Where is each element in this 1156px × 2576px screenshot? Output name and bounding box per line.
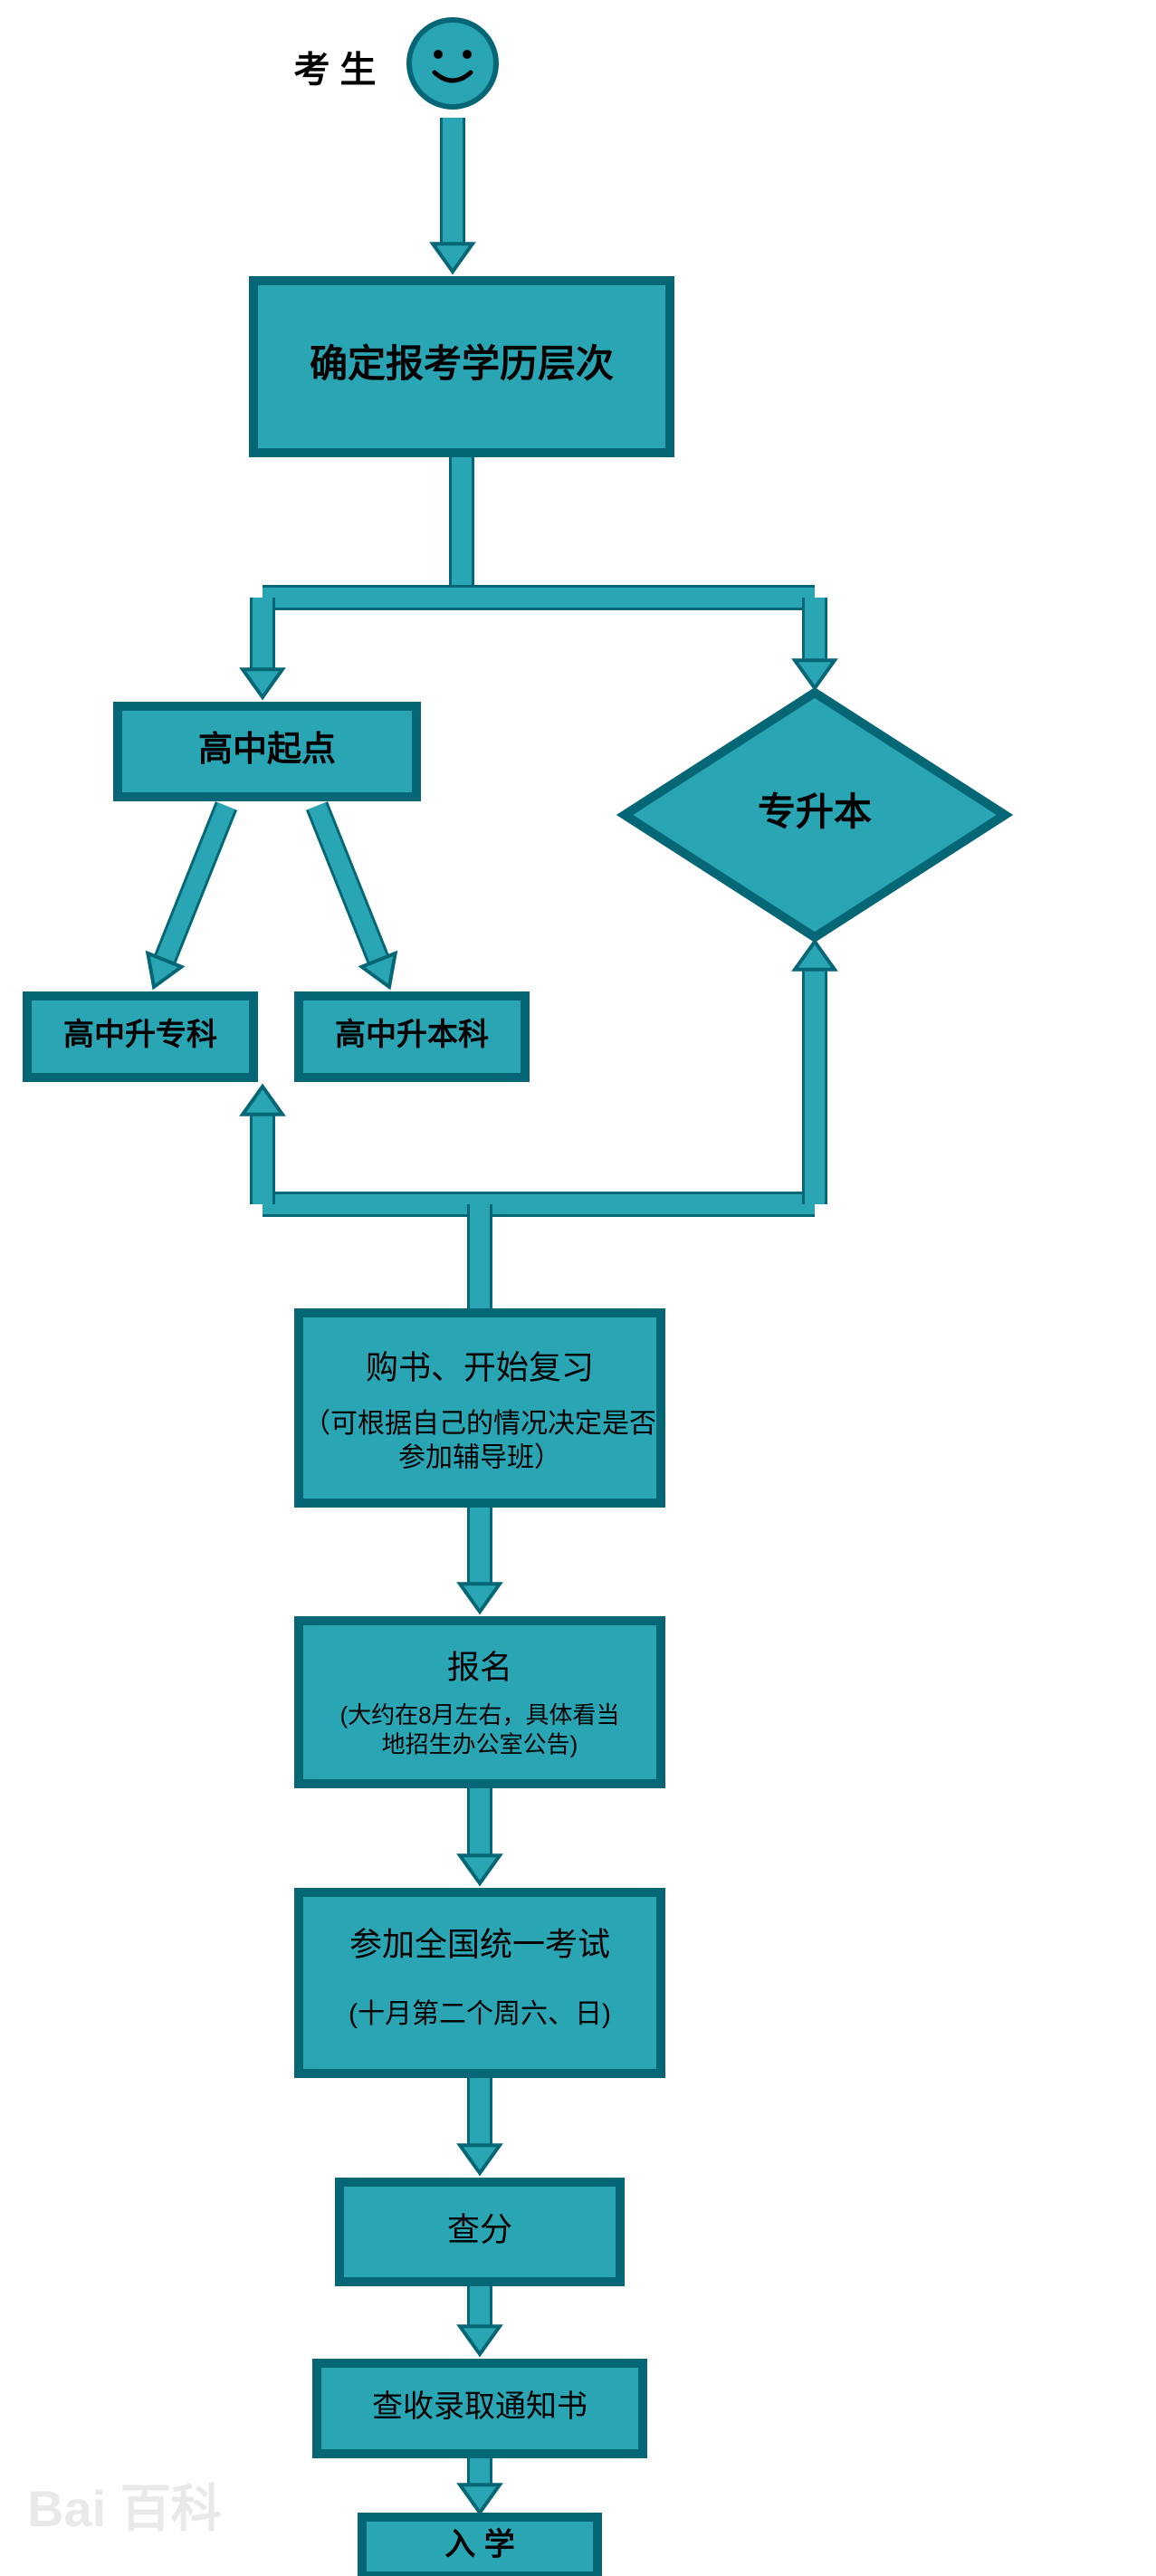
svg-text:高中起点: 高中起点	[198, 731, 336, 769]
svg-text:专升本: 专升本	[758, 790, 872, 833]
svg-text:确定报考学历层次: 确定报考学历层次	[310, 342, 614, 385]
svg-text:参加全国统一考试: 参加全国统一考试	[349, 1926, 610, 1963]
svg-text:Bai 百科: Bai 百科	[27, 2480, 222, 2537]
svg-text:地招生办公室公告): 地招生办公室公告)	[382, 1731, 578, 1758]
svg-text:查收录取通知书: 查收录取通知书	[372, 2389, 588, 2424]
svg-text:考 生: 考 生	[293, 51, 376, 91]
svg-text:（可根据自己的情况决定是否: （可根据自己的情况决定是否	[303, 1409, 656, 1439]
svg-text:(大约在8月左右，具体看当: (大约在8月左右，具体看当	[339, 1701, 619, 1729]
svg-text:购书、开始复习: 购书、开始复习	[366, 1349, 594, 1386]
svg-text:入 学: 入 学	[444, 2526, 514, 2562]
svg-text:(十月第二个周六、日): (十月第二个周六、日)	[349, 1999, 611, 2029]
node-n8	[299, 1892, 661, 2073]
svg-text:高中升本科: 高中升本科	[335, 1018, 489, 1052]
svg-text:查分: 查分	[447, 2211, 512, 2248]
svg-text:报名: 报名	[447, 1649, 512, 1686]
svg-text:高中升专科: 高中升专科	[63, 1018, 217, 1052]
svg-text:参加辅导班）: 参加辅导班）	[398, 1442, 561, 1472]
